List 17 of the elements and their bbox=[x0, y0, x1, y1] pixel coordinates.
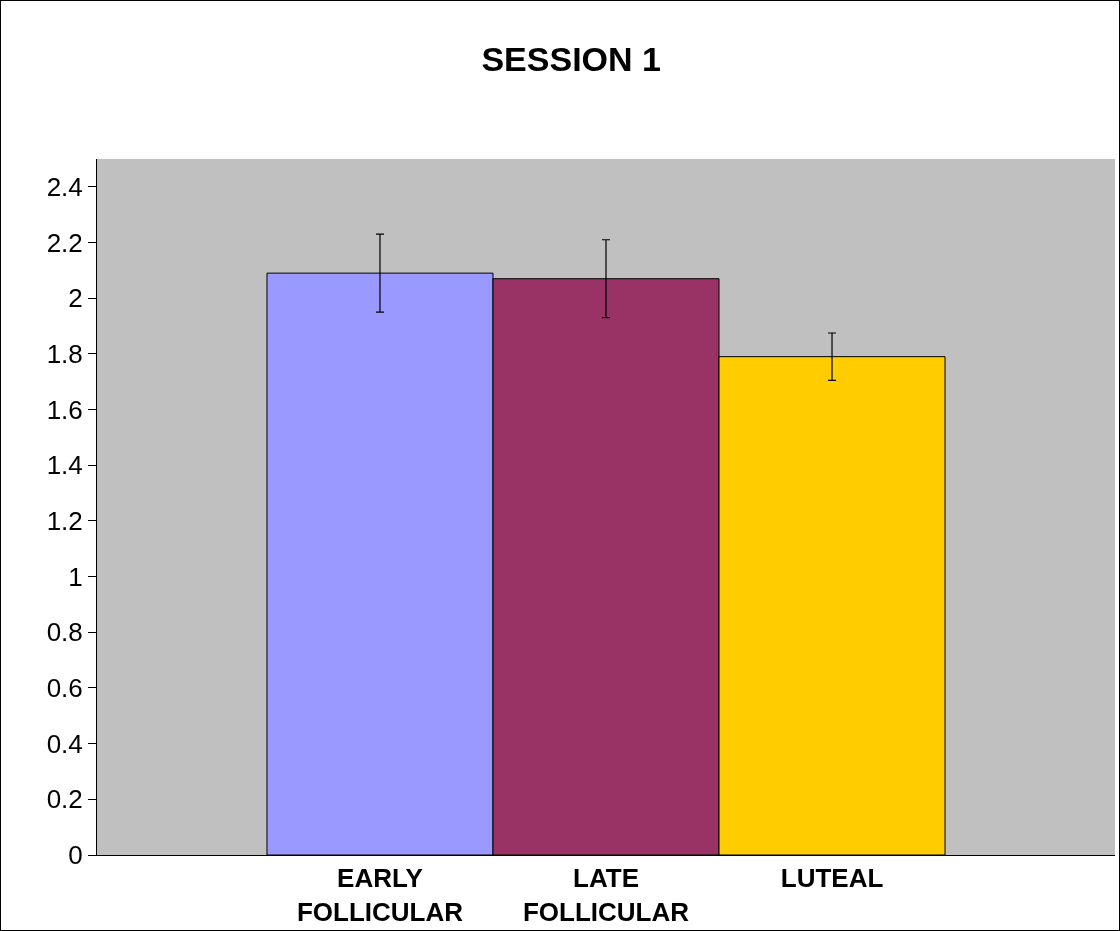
x-tick-label: LATE FOLLICULAR bbox=[522, 863, 690, 927]
y-tick-label: 1.2 bbox=[46, 506, 83, 537]
y-tick-label: 1.4 bbox=[46, 450, 83, 481]
y-tick-label: 0.6 bbox=[46, 673, 83, 704]
x-tick-label: LUTEAL bbox=[780, 863, 884, 894]
y-tick-label: 2.2 bbox=[46, 227, 83, 258]
y-tick-label: 2.4 bbox=[46, 171, 83, 202]
y-tick-label: 1 bbox=[68, 561, 83, 592]
y-tick-label: 2 bbox=[68, 283, 83, 314]
x-tick-label: EARLY FOLLICULAR bbox=[296, 863, 464, 927]
chart-title: SESSION 1 bbox=[481, 40, 661, 79]
y-tick-label: 0.8 bbox=[46, 617, 83, 648]
y-tick-label: 1.6 bbox=[46, 394, 83, 425]
y-tick-label: 1.8 bbox=[46, 338, 83, 369]
y-tick-label: 0.4 bbox=[46, 728, 83, 759]
y-tick-label: 0 bbox=[68, 840, 83, 871]
y-tick-label: 0.2 bbox=[46, 784, 83, 815]
